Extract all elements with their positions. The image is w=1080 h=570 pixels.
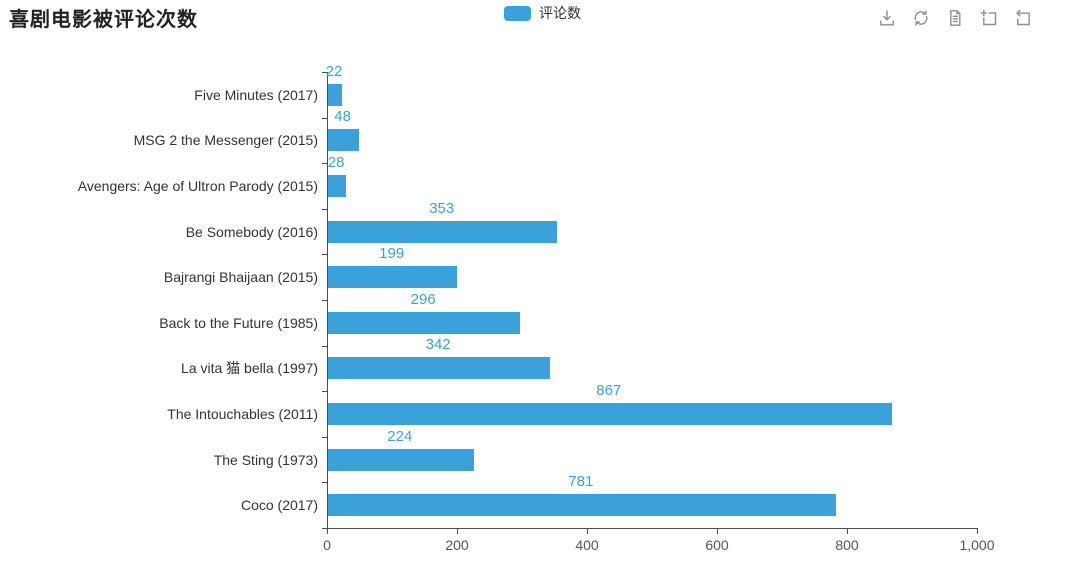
value-label: 48 bbox=[334, 108, 351, 126]
y-axis-tick bbox=[322, 300, 327, 301]
x-axis-tick-label: 0 bbox=[323, 537, 331, 553]
x-axis-tick-label: 200 bbox=[445, 537, 469, 553]
value-label: 781 bbox=[568, 473, 594, 491]
x-axis-tick-label: 600 bbox=[705, 537, 729, 553]
save-as-image-icon[interactable] bbox=[877, 8, 897, 28]
x-axis-tick bbox=[327, 529, 328, 534]
bar[interactable] bbox=[328, 83, 343, 106]
value-label: 224 bbox=[387, 427, 413, 445]
toolbar bbox=[877, 8, 1033, 28]
category-label: Be Somebody (2016) bbox=[185, 223, 318, 240]
category-label: Avengers: Age of Ultron Parody (2015) bbox=[77, 178, 318, 194]
y-axis-tick bbox=[322, 163, 327, 165]
y-axis-tick bbox=[322, 72, 327, 73]
legend-item[interactable]: 评论数 bbox=[504, 5, 581, 21]
x-axis-tick bbox=[847, 529, 848, 534]
y-axis-tick bbox=[322, 436, 327, 438]
x-axis-line bbox=[327, 528, 978, 529]
category-label: Bajrangi Bhaijaan (2015) bbox=[163, 269, 318, 286]
y-axis-line bbox=[327, 72, 328, 528]
data-view-icon[interactable] bbox=[945, 8, 965, 28]
restore-icon[interactable] bbox=[911, 8, 931, 28]
x-axis-tick bbox=[587, 529, 588, 534]
y-axis-tick bbox=[322, 528, 327, 529]
y-axis-tick bbox=[322, 117, 327, 119]
x-axis-tick bbox=[717, 529, 718, 534]
category-label: La vita 猫 bella (1997) bbox=[181, 360, 318, 377]
value-label: 199 bbox=[379, 245, 405, 263]
y-axis-tick bbox=[322, 482, 327, 484]
bar[interactable] bbox=[328, 494, 836, 517]
value-label: 22 bbox=[325, 62, 343, 80]
chart-title: 喜剧电影被评论次数 bbox=[9, 9, 198, 31]
bar[interactable] bbox=[328, 357, 551, 380]
bar[interactable] bbox=[328, 448, 474, 471]
category-label: The Intouchables (2011) bbox=[167, 406, 318, 422]
y-axis-tick bbox=[322, 208, 327, 210]
x-axis-tick bbox=[977, 529, 978, 534]
data-zoom-reset-icon[interactable] bbox=[1013, 8, 1033, 28]
category-label: Five Minutes (2017) bbox=[194, 86, 318, 103]
bar[interactable] bbox=[328, 266, 458, 289]
bar[interactable] bbox=[328, 311, 521, 334]
legend-label: 评论数 bbox=[539, 5, 581, 21]
value-label: 342 bbox=[425, 336, 451, 354]
y-axis-tick bbox=[322, 345, 327, 347]
bar[interactable] bbox=[328, 403, 892, 425]
x-axis-tick bbox=[457, 529, 458, 534]
x-axis-tick-label: 1,000 bbox=[959, 537, 995, 553]
category-label: The Sting (1973) bbox=[213, 451, 318, 468]
value-label: 296 bbox=[410, 290, 436, 308]
category-label: Coco (2017) bbox=[240, 497, 318, 514]
bar[interactable] bbox=[328, 129, 360, 152]
x-axis-tick-label: 800 bbox=[835, 537, 859, 553]
bar[interactable] bbox=[328, 175, 347, 197]
category-label: MSG 2 the Messenger (2015) bbox=[133, 132, 318, 149]
legend-marker bbox=[504, 5, 531, 21]
bar[interactable] bbox=[328, 220, 558, 243]
x-axis-tick-label: 400 bbox=[575, 537, 599, 553]
value-label: 28 bbox=[327, 154, 345, 171]
value-label: 353 bbox=[429, 199, 455, 217]
category-label: Back to the Future (1985) bbox=[159, 314, 318, 331]
y-axis-tick bbox=[322, 391, 327, 393]
data-zoom-icon[interactable] bbox=[979, 8, 999, 28]
value-label: 867 bbox=[596, 382, 622, 399]
y-axis-tick bbox=[322, 254, 327, 256]
